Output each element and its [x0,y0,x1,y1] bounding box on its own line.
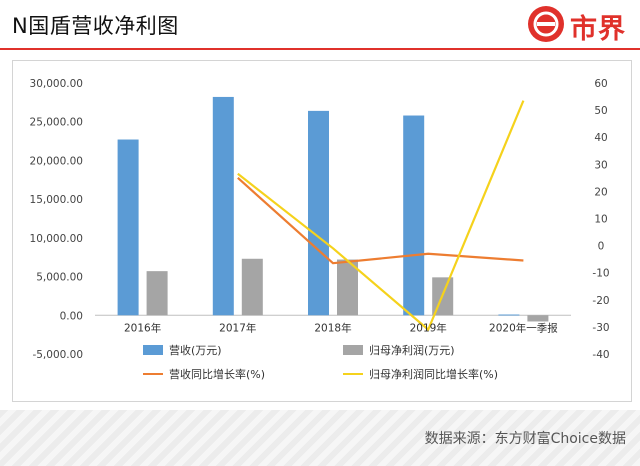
y-left-tick-label: 0.00 [60,310,83,322]
x-category-label: 2020年一季报 [489,321,558,334]
revenue-bar [308,110,329,316]
chart-card: -5,000.00 0.00 5,000.00 10,000.00 15,000.00 2… [12,60,632,402]
y-left-tick-label: 15,000.00 [30,194,83,206]
y-right-tick-label: -20 [592,295,609,307]
footer: 数据来源：东方财富Choice数据 [0,410,640,466]
y-left-tick-label: 30,000.00 [30,78,83,90]
y-right-tick-label: -30 [592,322,609,334]
net-profit-bar [527,315,549,322]
y-left-tick-label: -5,000.00 [32,349,83,361]
legend-swatch [143,345,163,355]
brand-logo: 市界 [528,6,636,45]
header-divider [0,48,640,50]
net-profit-bar [337,259,358,316]
y-right-tick-label: -40 [592,349,609,361]
header: N国盾营收净利图 市界 [0,0,640,50]
y-left-tick-label: 25,000.00 [30,117,83,129]
logo-icon [528,6,564,42]
net-profit-bar [146,271,168,316]
legend-label: 归母净利润(万元) [369,343,455,357]
x-category-label: 2019年 [410,321,447,334]
legend-label: 归母净利润同比增长率(%) [369,367,498,381]
legend-label: 营收(万元) [169,343,222,357]
chart: -5,000.00 0.00 5,000.00 10,000.00 15,000.00 2… [30,78,610,381]
y-left-tick-label: 20,000.00 [30,155,83,167]
x-category-label: 2017年 [219,321,256,334]
y-right-tick-label: 0 [598,241,605,253]
legend-swatch [343,345,363,355]
x-category-label: 2018年 [314,321,351,334]
revenue-bar [403,115,425,316]
revenue-bar [212,96,234,316]
y-right-tick-label: 40 [594,132,607,144]
y-right-tick-label: 10 [594,214,607,226]
source-note: 数据来源：东方财富Choice数据 [424,431,626,447]
logo-text: 市界 [570,14,626,45]
net-profit-bar [241,258,263,316]
profit-growth-line [237,100,525,331]
legend-label: 营收同比增长率(%) [169,367,265,381]
page-title: N国盾营收净利图 [12,14,179,38]
y-right-tick-label: 20 [594,186,607,198]
y-left-tick-label: 10,000.00 [30,233,83,245]
revenue-bar [117,139,139,316]
y-left-tick-label: 5,000.00 [36,272,83,284]
x-category-label: 2016年 [124,321,161,334]
y-right-tick-label: 60 [594,78,607,90]
y-right-tick-label: 30 [594,159,607,171]
y-right-tick-label: -10 [592,268,609,280]
revenue-growth-line [237,177,524,265]
revenue-bar [498,314,520,316]
y-right-tick-label: 50 [594,105,607,117]
